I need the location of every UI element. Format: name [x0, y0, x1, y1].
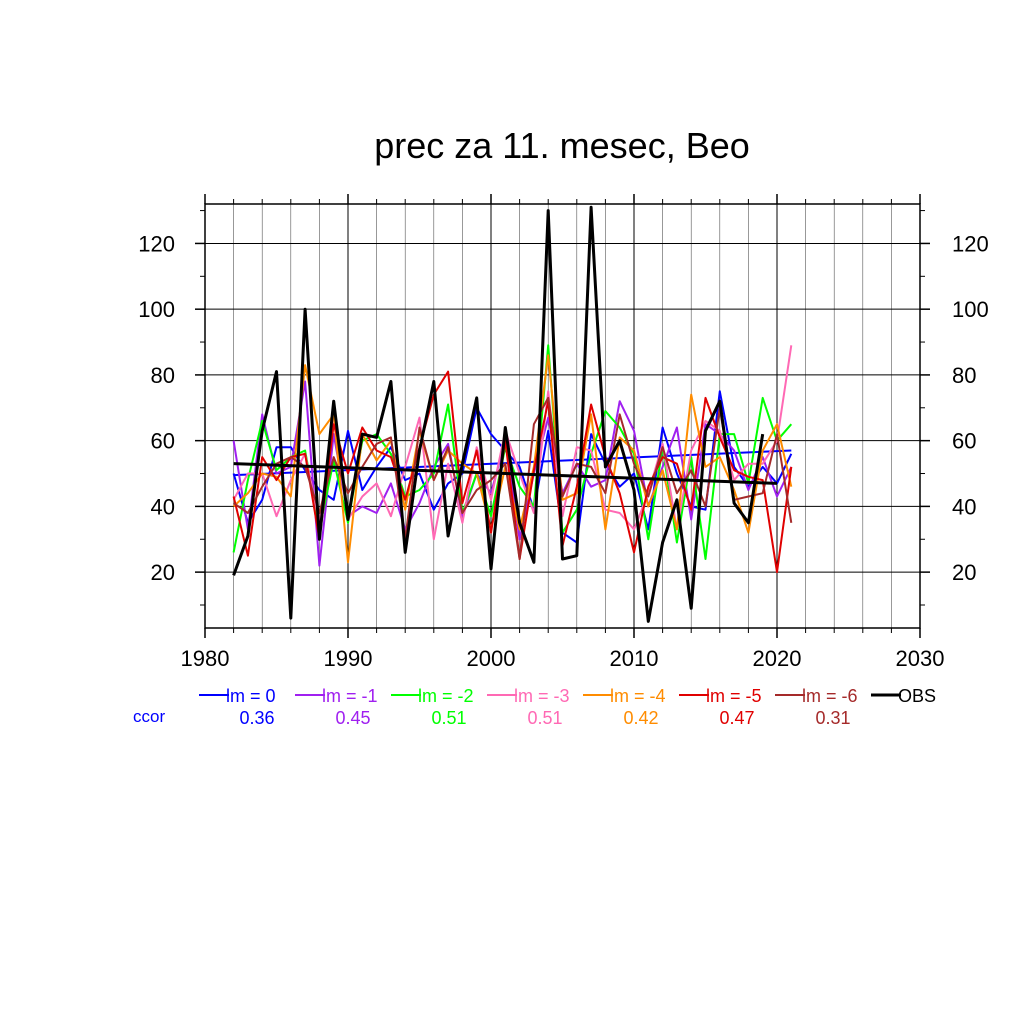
y-tick-label-left: 20	[151, 560, 175, 585]
series-line-7	[232, 205, 765, 623]
y-tick-label-left: 80	[151, 363, 175, 388]
legend-ccor-3: 0.51	[527, 708, 562, 728]
legend-label-6: lm = -6	[802, 686, 858, 706]
legend-label-2: lm = -2	[418, 686, 474, 706]
y-tick-label-right: 40	[952, 494, 976, 519]
series-line-1	[232, 380, 793, 567]
y-tick-label-right: 120	[952, 231, 989, 256]
legend-label-7: OBS	[898, 686, 936, 706]
series-line-6	[233, 396, 793, 560]
legend-ccor-4: 0.42	[623, 708, 658, 728]
y-tick-label-left: 60	[151, 429, 175, 454]
y-tick-label-right: 100	[952, 297, 989, 322]
chart-title: prec za 11. mesec, Beo	[374, 125, 750, 166]
legend-label-1: lm = -1	[322, 686, 378, 706]
y-tick-label-left: 40	[151, 494, 175, 519]
legend-ccor-1: 0.45	[335, 708, 370, 728]
trend-line-7	[233, 462, 778, 485]
ccor-label: ccor	[133, 707, 165, 726]
y-tick-label-right: 20	[952, 560, 976, 585]
x-tick-label: 1990	[324, 646, 373, 671]
y-tick-label-right: 60	[952, 429, 976, 454]
legend-ccor-5: 0.47	[719, 708, 754, 728]
legend-ccor-6: 0.31	[815, 708, 850, 728]
y-tick-label-left: 100	[138, 297, 175, 322]
x-tick-label: 1980	[181, 646, 230, 671]
legend-ccor-0: 0.36	[239, 708, 274, 728]
legend-label-4: lm = -4	[610, 686, 666, 706]
y-tick-label-right: 80	[952, 363, 976, 388]
y-tick-label-left: 120	[138, 231, 175, 256]
legend-label-5: lm = -5	[706, 686, 762, 706]
x-tick-label: 2020	[753, 646, 802, 671]
legend-label-0: lm = 0	[226, 686, 276, 706]
plot-frame	[204, 203, 921, 629]
x-tick-label: 2000	[467, 646, 516, 671]
legend-label-3: lm = -3	[514, 686, 570, 706]
grid	[205, 204, 920, 628]
series-layer	[232, 205, 793, 623]
x-tick-label: 2030	[896, 646, 945, 671]
legend-ccor-2: 0.51	[431, 708, 466, 728]
x-tick-label: 2010	[610, 646, 659, 671]
